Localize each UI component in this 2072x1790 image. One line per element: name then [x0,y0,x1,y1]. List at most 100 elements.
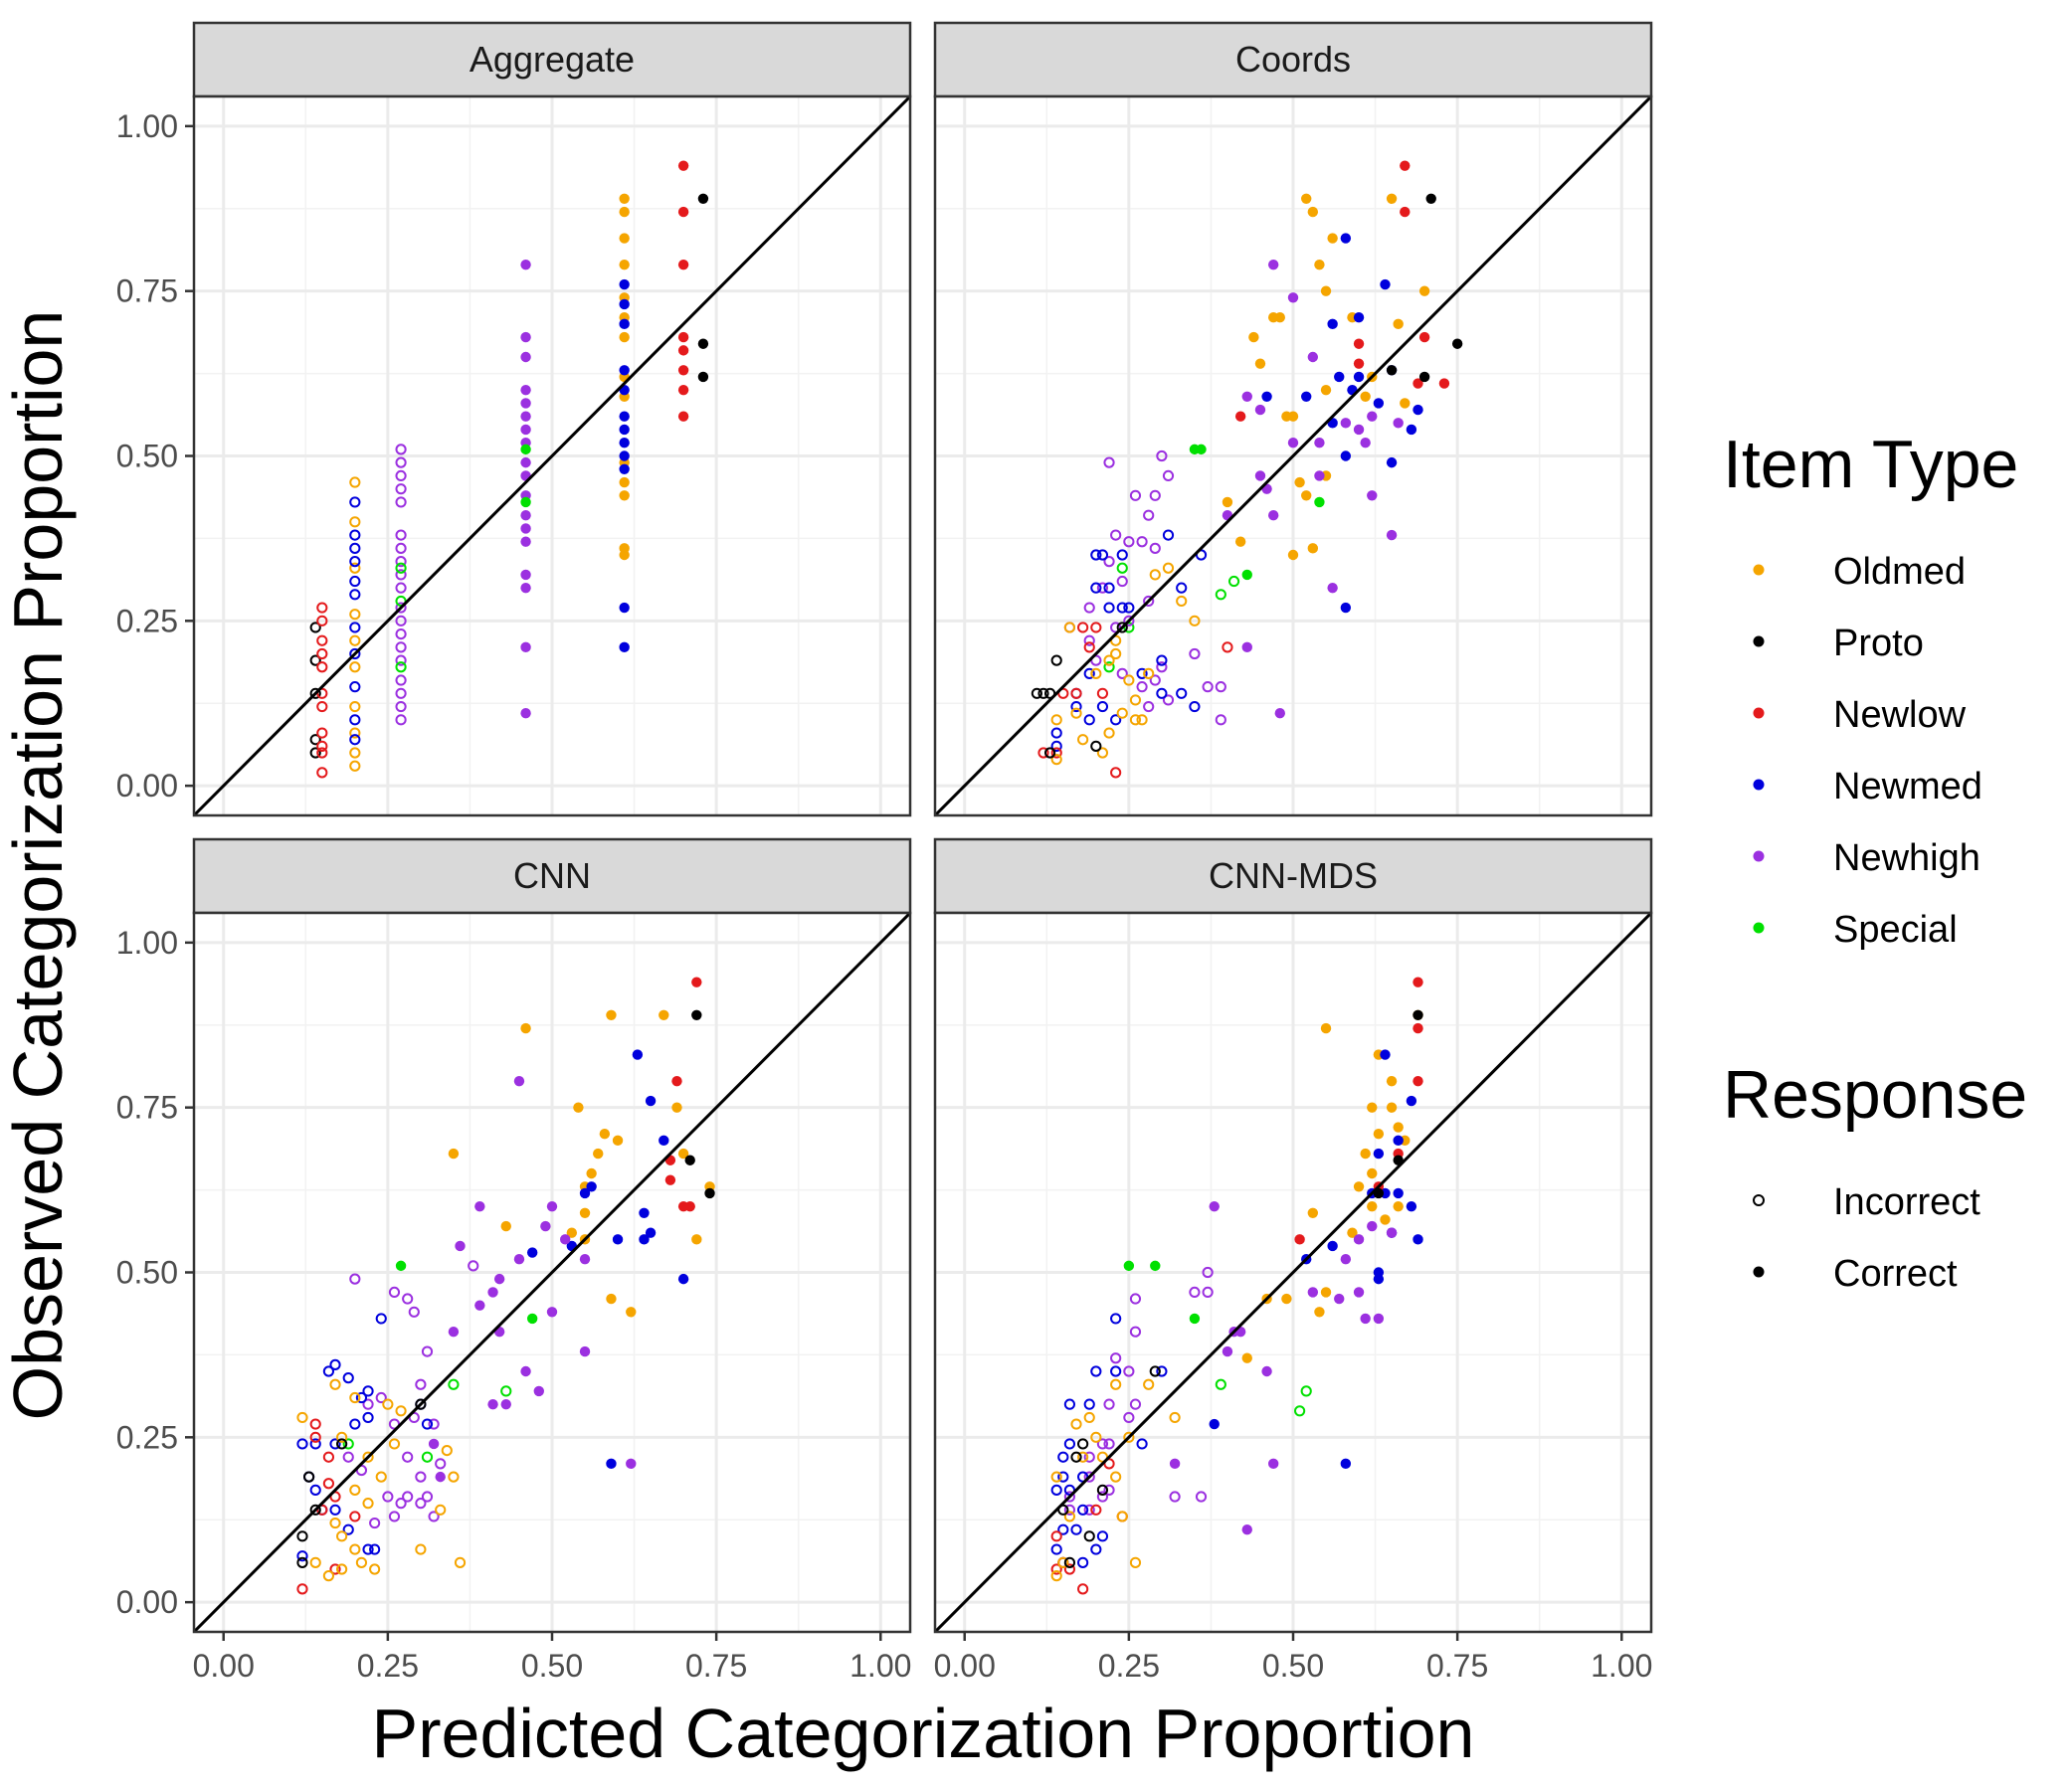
data-point-newhigh-incorrect [1149,489,1161,501]
data-point-newmed-correct [1380,278,1391,290]
data-point-oldmed-correct [612,1135,624,1147]
legend-label-proto: Proto [1833,623,1924,664]
data-point-oldmed-correct [1307,206,1319,218]
data-point-newlow-incorrect [349,1511,361,1522]
data-point-newhigh-incorrect [408,1306,420,1318]
data-point-oldmed-incorrect [322,1570,335,1582]
data-point-newmed-incorrect [1057,1451,1069,1463]
legend-response-title: Response [1723,1057,2027,1133]
data-point-newmed-incorrect [349,1418,361,1430]
data-point-newlow-correct [684,1200,695,1212]
data-point-newlow-correct [671,1075,682,1087]
legend-item-types: Oldmed Proto Newlow Newmed Newhigh Special [1753,551,1982,951]
data-point-special-correct [1314,496,1325,508]
data-point-newhigh-incorrect [395,615,407,626]
data-point-oldmed-incorrect [1096,747,1109,759]
data-point-newhigh-correct [520,509,531,521]
data-point-proto-incorrect [309,734,321,746]
data-point-oldmed-correct [1327,233,1338,244]
data-point-newhigh-correct [1307,1287,1319,1298]
data-point-oldmed-correct [573,1102,584,1113]
data-point-newmed-correct [1413,404,1423,416]
data-point-oldmed-incorrect [1070,1418,1082,1430]
data-point-newhigh-correct [1169,1458,1181,1470]
identity-line [194,913,910,1632]
data-point-special-incorrect [395,661,407,673]
data-point-newmed-correct [606,1458,617,1470]
data-point-special-incorrect [1215,589,1226,601]
data-point-newhigh-incorrect [395,456,407,468]
data-point-newlow-correct [1438,378,1450,389]
data-point-newmed-incorrect [1096,700,1109,713]
data-point-newmed-incorrect [1090,582,1102,594]
panel-border-coords [933,94,1653,817]
data-point-newlow-incorrect [322,1451,335,1463]
data-point-oldmed-incorrect [309,1556,321,1568]
identity-line [935,96,1651,815]
data-point-newmed-correct [1406,424,1417,436]
data-point-newhigh-correct [474,1300,485,1311]
data-point-newhigh-correct [1360,1313,1371,1325]
data-point-oldmed-correct [1281,1293,1292,1305]
legend-label-newmed: Newmed [1833,766,1982,807]
data-point-oldmed-correct [520,1022,531,1034]
x-tick-label: 0.00 [934,1648,996,1684]
panel-title-coords: Coords [1235,39,1351,80]
data-point-oldmed-incorrect [336,1431,348,1443]
data-point-newhigh-correct [1367,411,1378,422]
data-point-newhigh-incorrect [395,602,407,614]
legend-label-newhigh: Newhigh [1833,837,1980,879]
data-point-oldmed-incorrect [1123,674,1135,686]
data-point-newhigh-incorrect [395,1498,407,1510]
data-point-newmed-correct [1393,1187,1404,1199]
data-point-newmed-incorrect [296,1438,308,1450]
data-point-newmed-incorrect [342,1523,354,1535]
data-point-special-correct [520,444,531,455]
data-point-newmed-incorrect [349,622,361,633]
data-point-newlow-correct [1413,977,1423,987]
data-point-oldmed-incorrect [336,1530,348,1542]
data-point-oldmed-correct [619,206,630,218]
data-point-newmed-incorrect [1090,549,1102,561]
data-point-newlow-incorrect [1222,641,1233,653]
data-point-newhigh-correct [455,1240,466,1252]
data-point-oldmed-correct [1400,398,1411,409]
data-point-oldmed-incorrect [1136,714,1148,726]
data-point-newlow-correct [1353,358,1365,369]
data-point-newmed-correct [619,450,630,461]
data-point-newhigh-incorrect [435,1458,447,1470]
data-point-newmed-incorrect [1136,1438,1148,1450]
data-point-oldmed-correct [1360,391,1371,403]
data-point-newhigh-correct [1261,1365,1272,1377]
data-point-oldmed-correct [1386,1102,1398,1113]
data-point-newhigh-incorrect [402,1293,414,1305]
x-axis-title: Predicted Categorization Proportion [372,1695,1475,1772]
data-point-newhigh-incorrect [421,1345,434,1357]
data-point-newlow-incorrect [316,767,328,779]
data-point-oldmed-correct [1380,1214,1391,1225]
data-point-newmed-incorrect [1070,700,1082,713]
data-point-newmed-correct [619,602,630,614]
data-point-newhigh-correct [1241,1523,1252,1535]
data-point-oldmed-incorrect [1050,714,1062,726]
data-point-newmed-incorrect [1189,700,1201,713]
data-point-newhigh-incorrect [1215,681,1226,693]
data-point-proto-incorrect [296,1530,308,1542]
data-point-newmed-correct [1340,1458,1352,1470]
data-point-oldmed-incorrect [349,760,361,772]
data-point-newhigh-correct [1307,351,1319,363]
data-point-oldmed-incorrect [349,516,361,528]
data-point-oldmed-incorrect [329,1517,341,1529]
data-point-newhigh-incorrect [395,582,407,594]
data-point-newhigh-correct [520,523,531,534]
data-point-newmed-correct [1327,318,1338,330]
legend-key-special [1753,922,1765,934]
data-point-oldmed-incorrect [1143,667,1155,679]
data-point-oldmed-correct [500,1220,511,1232]
data-point-proto-incorrect [1063,1556,1076,1568]
data-point-special-incorrect [421,1451,434,1463]
data-point-newhigh-incorrect [369,1517,381,1529]
data-point-newhigh-incorrect [1129,1326,1142,1338]
data-point-newmed-incorrect [349,714,361,726]
data-point-newhigh-incorrect [1189,1286,1201,1298]
